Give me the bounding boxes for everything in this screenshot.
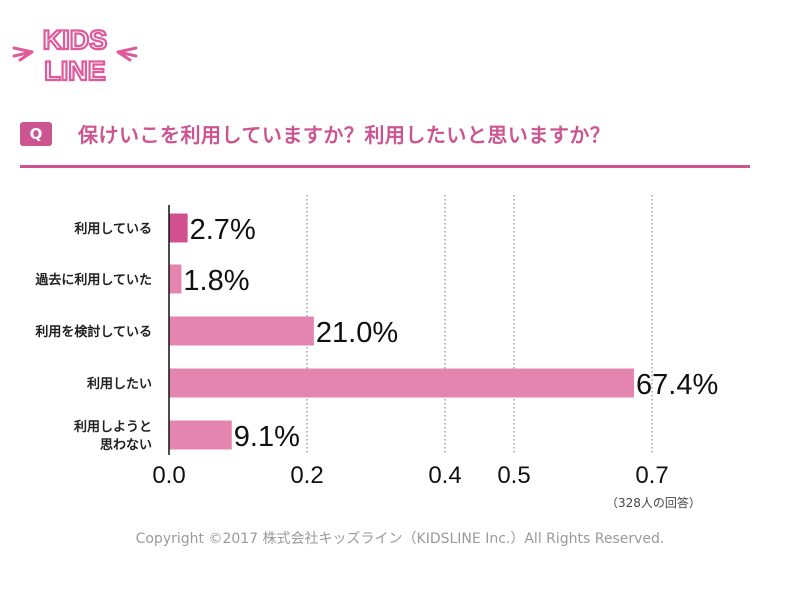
category-label: 利用したい: [87, 376, 152, 392]
category-label: 過去に利用していた: [34, 272, 152, 288]
bar: [169, 420, 232, 450]
copyright-footer: Copyright ©2017 株式会社キッズライン（KIDSLINE Inc.…: [135, 531, 665, 547]
bar: [169, 368, 635, 398]
category-label: 利用しようと: [74, 419, 152, 435]
data-label: 9.1%: [234, 421, 300, 453]
logo-swoosh-left: [12, 46, 34, 62]
data-label: 21.0%: [316, 317, 398, 349]
data-label: 67.4%: [636, 369, 718, 401]
logo-swoosh-right: [116, 46, 138, 62]
logo-text-bottom: LINE: [44, 56, 106, 86]
x-tick-label: 0.5: [497, 462, 530, 489]
x-tick-label: 0.7: [635, 462, 668, 489]
data-label: 1.8%: [183, 265, 249, 297]
logo-text-top: KIDS: [43, 25, 108, 55]
x-tick-label: 0.4: [428, 462, 461, 489]
x-tick-label: 0.2: [290, 462, 323, 489]
question-badge: Q: [20, 122, 52, 146]
kidsline-logo: KIDS LINE: [12, 24, 138, 86]
category-label: 思わない: [100, 438, 152, 453]
bar: [169, 316, 314, 346]
question-title: 保けいこを利用していますか？利用したいと思いますか？: [78, 123, 611, 147]
respondent-note: （328人の回答）: [606, 496, 701, 510]
category-label: 利用を検討している: [35, 324, 152, 340]
bar: [169, 264, 182, 294]
title-underline: [20, 165, 750, 168]
data-label: 2.7%: [190, 214, 256, 246]
x-tick-label: 0.0: [152, 462, 185, 489]
category-label: 利用している: [74, 221, 152, 237]
bar: [169, 213, 188, 243]
